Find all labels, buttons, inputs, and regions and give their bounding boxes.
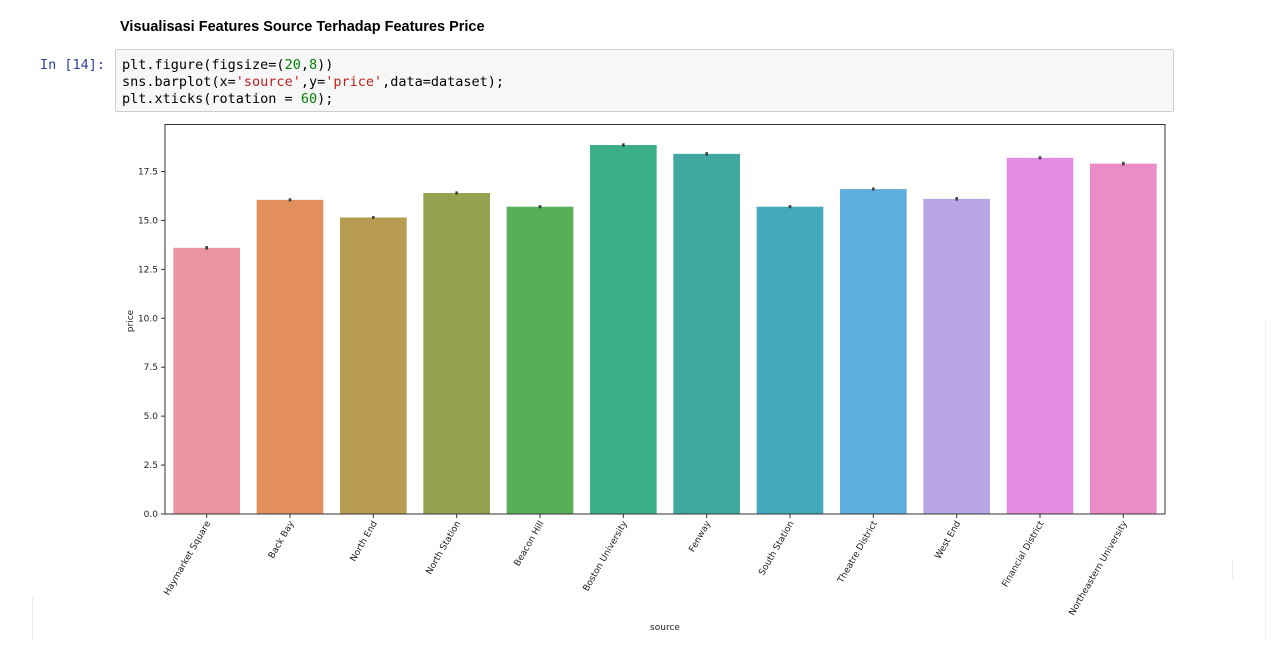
bar-south-station xyxy=(756,206,824,514)
code-token: 'price' xyxy=(325,74,383,90)
y-tick-label: 7.5 xyxy=(144,363,158,373)
code-token: )) xyxy=(317,57,334,73)
code-token: 'source' xyxy=(235,74,301,90)
bar-west-end xyxy=(923,198,990,514)
y-tick-label: 12.5 xyxy=(138,265,158,275)
divider xyxy=(1232,560,1233,580)
cell-prompt: In [14]: xyxy=(40,57,106,73)
x-tick-label: Financial District xyxy=(1001,519,1047,589)
y-axis-label: price xyxy=(126,309,136,332)
markdown-heading: Visualisasi Features Source Terhadap Fea… xyxy=(120,19,485,35)
code-token: ); xyxy=(317,91,334,107)
x-tick-label: Back Bay xyxy=(267,519,297,561)
bar-financial-district xyxy=(1006,157,1074,514)
bar-north-station xyxy=(423,193,490,514)
y-tick-label: 5.0 xyxy=(144,412,159,422)
code-token: 8 xyxy=(308,57,318,73)
x-tick-label: North Station xyxy=(425,520,464,577)
bar-theatre-district xyxy=(840,189,907,514)
code-token: plt.figure(figsize=( xyxy=(122,57,285,73)
x-tick-label: Fenway xyxy=(688,519,714,554)
y-tick-label: 0.0 xyxy=(144,510,159,520)
code-token: 60 xyxy=(300,91,318,107)
bar-northeastern-university xyxy=(1090,163,1157,514)
y-tick-label: 15.0 xyxy=(138,216,158,226)
x-tick-label: North End xyxy=(349,520,380,564)
code-token: plt.xticks(rotation = xyxy=(122,91,301,107)
divider xyxy=(32,596,33,640)
x-tick-label: West End xyxy=(934,520,964,561)
barplot-chart: 0.0 2.5 5.0 7.5 10.0 12.5 15.0 17.5 Haymarket S… xyxy=(126,124,1166,633)
x-tick-label: South Station xyxy=(757,520,796,578)
code-line: sns.barplot(x='source',y='price',data=da… xyxy=(122,74,1167,91)
divider xyxy=(1265,320,1266,640)
code-cell-editor[interactable]: plt.figure(figsize=(20,8)) sns.barplot(x=… xyxy=(115,49,1174,112)
code-token: 20 xyxy=(284,57,301,73)
code-token: , xyxy=(300,57,309,73)
x-axis-label: source xyxy=(650,623,680,633)
cell-output: 0.0 2.5 5.0 7.5 10.0 12.5 15.0 17.5 Haymarket S… xyxy=(115,118,1175,638)
bar-haymarket-square xyxy=(173,247,240,514)
bar-fenway xyxy=(673,153,740,514)
x-tick-label: Haymarket Square xyxy=(163,519,214,597)
y-tick-label: 10.0 xyxy=(138,314,158,324)
x-tick-label: Northeastern University xyxy=(1068,519,1131,618)
bar-back-bay xyxy=(256,199,324,514)
x-tick-label: Theatre District xyxy=(836,519,880,586)
bar-beacon-hill xyxy=(506,206,574,514)
y-tick-label: 2.5 xyxy=(144,461,158,471)
code-token: ,y= xyxy=(300,74,326,90)
code-token: sns.barplot(x= xyxy=(122,74,236,90)
code-line: plt.figure(figsize=(20,8)) xyxy=(122,57,1167,74)
bar-north-end xyxy=(340,217,407,514)
plot-frame xyxy=(164,124,1166,515)
code-token: ,data=dataset); xyxy=(382,74,505,90)
x-tick-label: Beacon Hill xyxy=(513,520,547,569)
y-tick-label: 17.5 xyxy=(138,167,158,177)
code-line: plt.xticks(rotation = 60); xyxy=(122,91,1167,108)
x-tick-label: Boston University xyxy=(582,519,631,593)
bar-boston-university xyxy=(590,145,657,514)
